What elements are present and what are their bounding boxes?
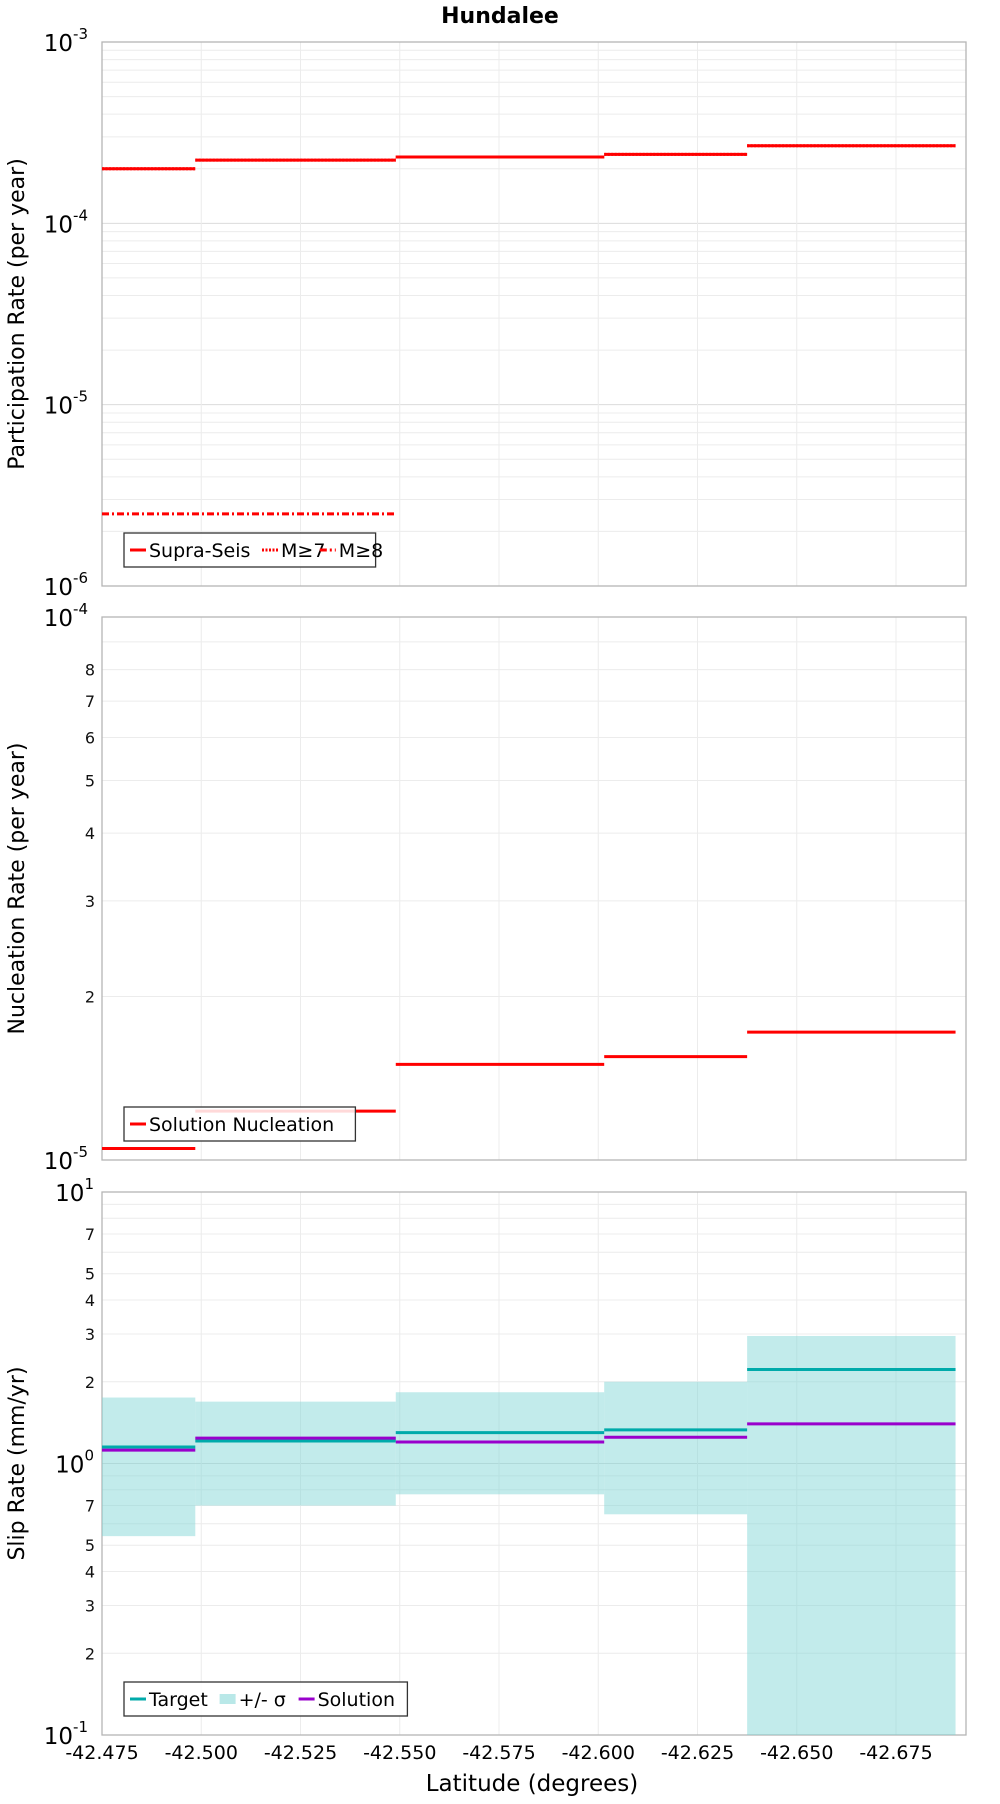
grid-lines [101,42,966,587]
y-tick-label: 4 [85,1291,95,1310]
y-tick-label: 3 [85,1325,95,1344]
plot-frame [101,616,967,1161]
grid-lines [101,1192,966,1736]
legend-box [123,1106,357,1142]
x-tick-label: -42.525 [264,1742,337,1764]
plot-area [102,144,956,516]
legend: Supra-Seis M≥7 M≥8 [123,532,383,568]
legend-box [123,1681,409,1717]
legend-label: M≥8 [339,540,383,562]
y-tick-exponent: 1 [84,1175,94,1193]
panel-2: 10-5 2 3 4 5 6 7 8 10-4 Nucleation Rate (per year… [5,600,967,1175]
band-segment [747,1335,956,1735]
y-tick-label: 10-6 [44,569,88,601]
y-tick-label: 10-4 [44,206,88,238]
x-axis-label: Latitude (degrees) [426,1771,639,1797]
y-axis-label: Nucleation Rate (per year) [5,743,30,1035]
plot-frame [101,41,967,587]
plot-area [102,1335,956,1735]
x-tick-label: -42.625 [661,1742,734,1764]
y-tick-label: 5 [85,1265,95,1284]
y-tick-label: 3 [85,892,95,911]
x-tick-label: -42.475 [65,1742,138,1764]
legend-label: Solution Nucleation [149,1114,334,1136]
chart-title: Hundalee [441,4,559,29]
legend-label: +/- σ [239,1689,286,1711]
plot-frame [101,1191,967,1736]
y-tick-label: 4 [85,824,95,843]
x-tick-label: -42.650 [760,1742,833,1764]
legend-swatch [219,1694,236,1704]
y-tick-label: 10-3 [44,25,88,57]
legend-label: Target [148,1689,208,1711]
y-tick-label: 3 [85,1596,95,1615]
y-tick-label: 6 [85,728,95,747]
band-segment [102,1397,196,1537]
y-tick-exponent: 0 [84,1447,94,1465]
y-tick-label: 10-5 [44,388,88,420]
y-axis-label: Slip Rate (mm/yr) [5,1366,30,1560]
y-tick-label: 10-4 [44,600,88,632]
y-tick-label: 10-5 [44,1143,88,1175]
legend-label: Solution [318,1689,395,1711]
y-tick-exponent: -3 [73,25,88,43]
y-axis-label: Participation Rate (per year) [5,158,30,470]
legend: Solution Nucleation [123,1106,357,1142]
legend-label: M≥7 [281,540,325,562]
y-tick-label: 5 [85,771,95,790]
panel-3: 1 0 -1 2 3 4 5 7 100 2 3 4 5 7 101 Slip Rate (mm/yr) -42… [5,1175,967,1797]
y-tick-label: 5 [85,1536,95,1555]
y-tick-label: 101 [55,1175,94,1207]
legend: Target +/- σ Solution [123,1681,409,1717]
y-tick-label: 7 [85,1497,95,1516]
legend-box [123,532,377,568]
y-tick-exponent: -5 [73,1143,88,1161]
y-tick-label: 2 [85,1373,95,1392]
band-segment [195,1401,396,1506]
legend-label: Supra-Seis [149,540,250,562]
y-tick-exponent: -1 [73,1718,88,1736]
y-tick-label: 7 [85,1225,95,1244]
grid-lines [101,617,966,1161]
y-tick-label: 8 [85,661,95,680]
x-tick-label: -42.600 [562,1742,635,1764]
y-tick-label: 2 [85,1644,95,1663]
x-tick-label: -42.550 [363,1742,436,1764]
y-tick-label: 100 [55,1447,94,1479]
x-tick-label: -42.575 [462,1742,535,1764]
y-tick-exponent: -4 [73,600,88,618]
y-tick-exponent: -5 [73,388,88,406]
y-tick-exponent: -4 [73,206,88,224]
y-tick-label: 2 [85,988,95,1007]
x-tick-label: -42.675 [859,1742,932,1764]
x-tick-label: -42.500 [165,1742,238,1764]
band-segment [604,1381,748,1515]
panel-1: 10-6 10-5 10-4 10-3 Participation Rate (per … [5,4,967,601]
y-tick-label: 4 [85,1563,95,1582]
y-tick-exponent: -6 [73,569,88,587]
y-tick-label: 7 [85,692,95,711]
